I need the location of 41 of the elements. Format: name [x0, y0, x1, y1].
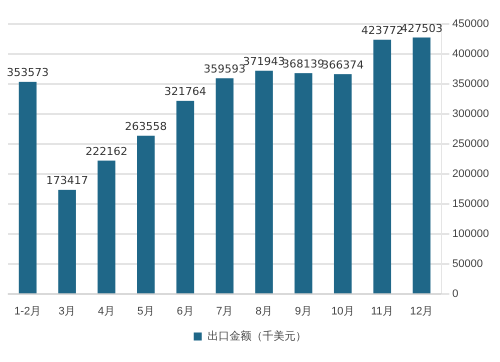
data-label: 423772: [361, 24, 404, 38]
data-label: 263558: [124, 120, 167, 134]
x-tick-label: 4月: [98, 305, 116, 318]
bar: [18, 82, 37, 294]
data-label: 366374: [322, 58, 364, 72]
bar: [334, 74, 352, 294]
x-tick-label: 8月: [255, 305, 273, 318]
bar: [58, 190, 76, 294]
x-tick-label: 12月: [410, 305, 434, 318]
bar: [294, 73, 312, 294]
bar: [412, 37, 430, 294]
x-tick-label: 3月: [58, 305, 76, 318]
x-tick-label: 7月: [216, 305, 234, 318]
x-tick-label: 1-2月: [14, 305, 42, 318]
x-tick-label: 6月: [176, 305, 194, 318]
y-tick-label: 50000: [452, 258, 483, 270]
bar: [216, 78, 234, 294]
y-tick-label: 400000: [452, 48, 490, 60]
data-label: 321764: [164, 85, 206, 98]
y-tick-label: 300000: [452, 108, 490, 120]
bar: [255, 70, 273, 294]
data-label: 353573: [6, 66, 49, 80]
x-tick-label: 10月: [331, 305, 354, 318]
legend-label: 出口金额（千美元）: [207, 330, 306, 343]
y-tick-label: 0: [452, 288, 458, 300]
data-label: 222162: [85, 144, 128, 158]
bar: [98, 160, 116, 294]
x-tick-label: 11月: [370, 305, 394, 318]
y-tick-label: 100000: [452, 228, 490, 240]
data-label: 359593: [204, 62, 246, 76]
y-tick-label: 200000: [452, 168, 490, 180]
y-tick-label: 450000: [452, 18, 490, 30]
y-tick-label: 150000: [452, 198, 490, 210]
data-label: 173417: [46, 174, 88, 188]
bar: [137, 136, 155, 294]
bar: [373, 40, 392, 294]
bar: [176, 100, 194, 294]
x-tick-label: 5月: [137, 305, 154, 318]
y-tick-label: 350000: [452, 78, 490, 90]
x-tick-label: 9月: [294, 305, 312, 318]
y-tick-label: 250000: [452, 138, 490, 150]
